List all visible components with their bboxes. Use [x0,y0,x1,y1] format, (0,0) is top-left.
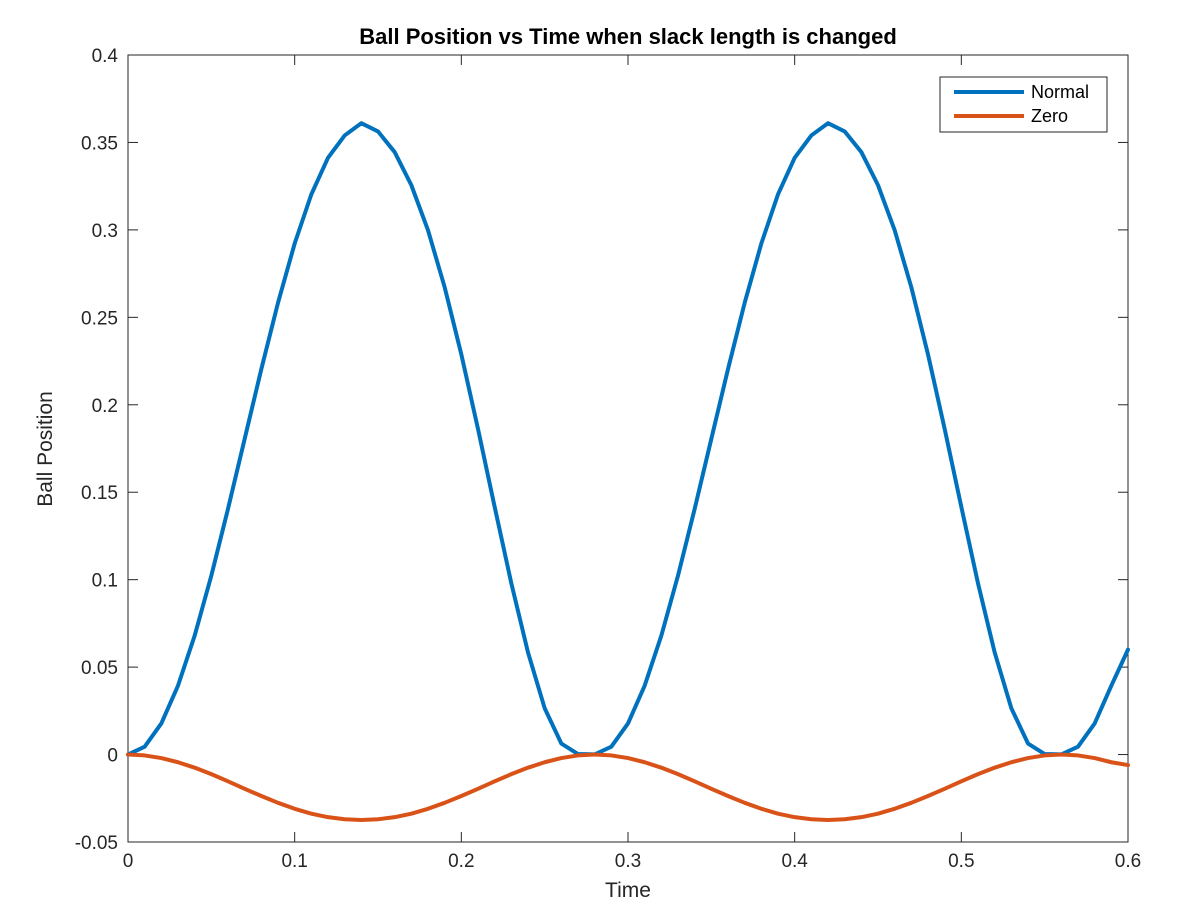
y-axis-label: Ball Position [34,391,57,507]
chart-title: Ball Position vs Time when slack length … [359,24,897,49]
y-tick-label: 0.35 [81,133,118,154]
y-tick-label: 0.4 [92,46,119,67]
series-line-zero [126,752,1130,822]
legend-box [939,76,1108,133]
y-tick-label: -0.05 [75,833,118,854]
y-tick-label: 0.1 [92,571,118,592]
x-axis-label: Time [605,879,651,902]
x-tick-label: 0.4 [781,851,808,872]
legend-label-zero: Zero [1031,106,1068,126]
x-tick-label: 0.1 [281,851,307,872]
x-tick-label: 0.2 [448,851,474,872]
y-tick-label: 0.15 [81,483,118,504]
y-tick-label: 0.2 [92,396,118,417]
y-tick-label: 0.3 [92,221,118,242]
x-tick-label: 0 [123,851,134,872]
legend-label-normal: Normal [1031,82,1089,102]
y-tick-label: 0.05 [81,658,118,679]
series-line-normal [126,121,1130,757]
plot-area: 0 0.1 0.2 0.3 0.4 0.5 0.6-0.0500.050.10.150.20… [75,46,1142,872]
x-tick-label: 0.3 [615,851,641,872]
y-tick-label: 0.25 [81,308,118,329]
x-tick-label: 0.6 [1115,851,1141,872]
y-tick-label: 0 [107,746,118,767]
legend: Normal Zero [939,76,1108,133]
x-tick-label: 0.5 [948,851,974,872]
